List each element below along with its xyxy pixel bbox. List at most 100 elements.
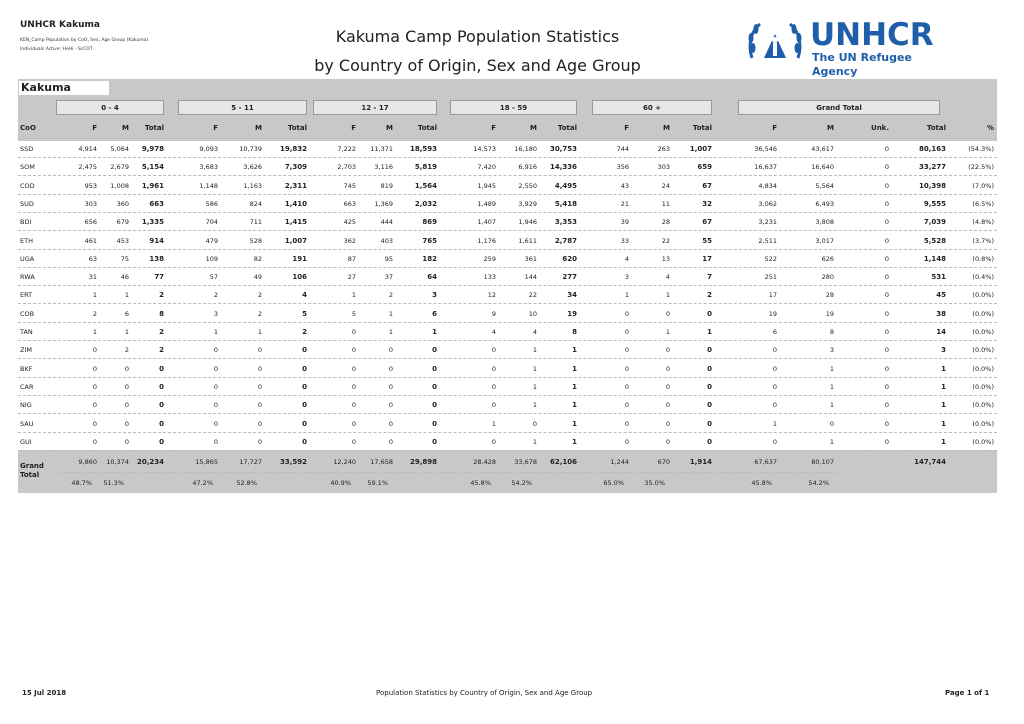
table-cell: 1 [532, 401, 537, 410]
table-cell: 0 [624, 309, 629, 318]
table-cell: 953 [84, 181, 97, 190]
logo-text: UNHCR [810, 17, 934, 53]
table-cell: (0.4%) [972, 273, 994, 282]
table-cell: 663 [343, 199, 356, 208]
table-cell: 14,336 [549, 163, 577, 172]
table-cell: 1 [572, 346, 577, 355]
table-cell: 28 [825, 291, 834, 300]
table-cell: 0 [351, 419, 356, 428]
table-cell: 0 [388, 346, 393, 355]
table-cell: 403 [380, 236, 393, 245]
table-cell: 3,353 [554, 218, 577, 227]
col-header: M [386, 124, 393, 132]
table-cell: 16,180 [514, 145, 537, 153]
table-cell: 33,277 [918, 163, 946, 172]
table-cell: 8 [159, 309, 164, 318]
table-cell: 31 [88, 273, 97, 282]
table-cell: 1,176 [477, 236, 496, 245]
table-cell: 16,637 [754, 163, 777, 172]
table-cell: 277 [562, 273, 577, 282]
table-cell: 0 [772, 364, 777, 373]
col-header: M [827, 124, 834, 132]
table-cell: 0 [884, 401, 889, 410]
table-cell: 0 [624, 346, 629, 355]
row-coo: COB [20, 309, 35, 318]
table-cell: 3,116 [374, 163, 393, 172]
table-cell: 0 [884, 254, 889, 263]
table-cell: 1 [572, 437, 577, 446]
row-divider [18, 266, 997, 268]
table-cell: 18,593 [409, 145, 437, 153]
col-header: M [255, 124, 262, 132]
row-divider [18, 230, 997, 232]
table-cell: 0 [884, 236, 889, 245]
table-cell: 3,929 [518, 199, 537, 208]
row-coo: GUI [20, 437, 32, 446]
table-cell: 1 [572, 419, 577, 428]
table-cell: 1,148 [199, 181, 218, 190]
grand-total-cell: 9,860 [78, 458, 97, 466]
col-header: F [351, 124, 356, 132]
table-cell: 3,017 [815, 236, 834, 245]
row-divider [18, 413, 997, 415]
table-cell: 6 [772, 328, 777, 336]
table-cell: 133 [483, 273, 496, 282]
table-cell: 0 [665, 346, 670, 355]
row-divider [18, 285, 997, 287]
grand-pct-cell: 54.2% [808, 479, 829, 487]
table-cell: 1,008 [110, 181, 129, 190]
table-cell: 2 [159, 291, 164, 300]
table-cell: 4,495 [554, 181, 577, 190]
table-cell: 1,415 [284, 218, 307, 227]
table-cell: 0 [624, 419, 629, 428]
row-coo: SOM [20, 163, 35, 172]
col-header: F [213, 124, 218, 132]
grand-total-cell: 1,244 [610, 458, 629, 466]
col-header: F [92, 124, 97, 132]
row-divider [18, 358, 997, 360]
camp-name: Kakuma [19, 81, 109, 95]
age-group-header: 60 + [592, 100, 712, 115]
table-cell: 0 [159, 382, 164, 391]
table-cell: 0 [624, 437, 629, 446]
table-cell: 17 [768, 291, 777, 300]
table-cell: 0 [92, 419, 97, 428]
table-cell: 1 [624, 291, 629, 300]
table-cell: 2,511 [758, 236, 777, 245]
row-divider [18, 340, 997, 341]
table-cell: 2 [257, 309, 262, 318]
table-cell: 0 [707, 382, 712, 391]
table-cell: 5 [351, 309, 356, 318]
table-cell: 11,371 [370, 145, 393, 153]
table-cell: 362 [343, 236, 356, 245]
table-cell: 138 [149, 254, 164, 263]
table-cell: 0 [491, 401, 496, 410]
table-cell: 1 [829, 382, 834, 391]
table-cell: 46 [120, 273, 129, 282]
grand-pct-cell: 48.7% [71, 479, 92, 487]
table-cell: 1 [351, 291, 356, 300]
age-group-header: Grand Total [738, 100, 940, 115]
table-cell: 1,007 [689, 145, 712, 153]
table-cell: 0 [351, 328, 356, 336]
row-divider [18, 321, 997, 323]
table-cell: 0 [388, 382, 393, 391]
table-cell: 8 [572, 328, 577, 336]
table-cell: 0 [124, 382, 129, 391]
table-cell: 1,611 [518, 236, 537, 245]
table-cell: 2 [707, 291, 712, 300]
table-cell: 3 [829, 346, 834, 355]
table-cell: 5,418 [554, 199, 577, 208]
table-cell: 1 [707, 328, 712, 336]
col-header: Total [692, 124, 712, 132]
table-cell: 6 [432, 309, 437, 318]
table-cell: 17 [702, 254, 712, 263]
table-cell: 1,489 [477, 199, 496, 208]
table-cell: 0 [92, 346, 97, 355]
table-cell: 13 [661, 254, 670, 263]
row-divider [18, 193, 997, 195]
header-left: UNHCR Kakuma KEN_Camp Population by CoO,… [20, 20, 148, 52]
table-cell: 10,739 [239, 145, 262, 153]
table-cell: 479 [205, 236, 218, 245]
table-cell: (0.0%) [972, 437, 994, 446]
